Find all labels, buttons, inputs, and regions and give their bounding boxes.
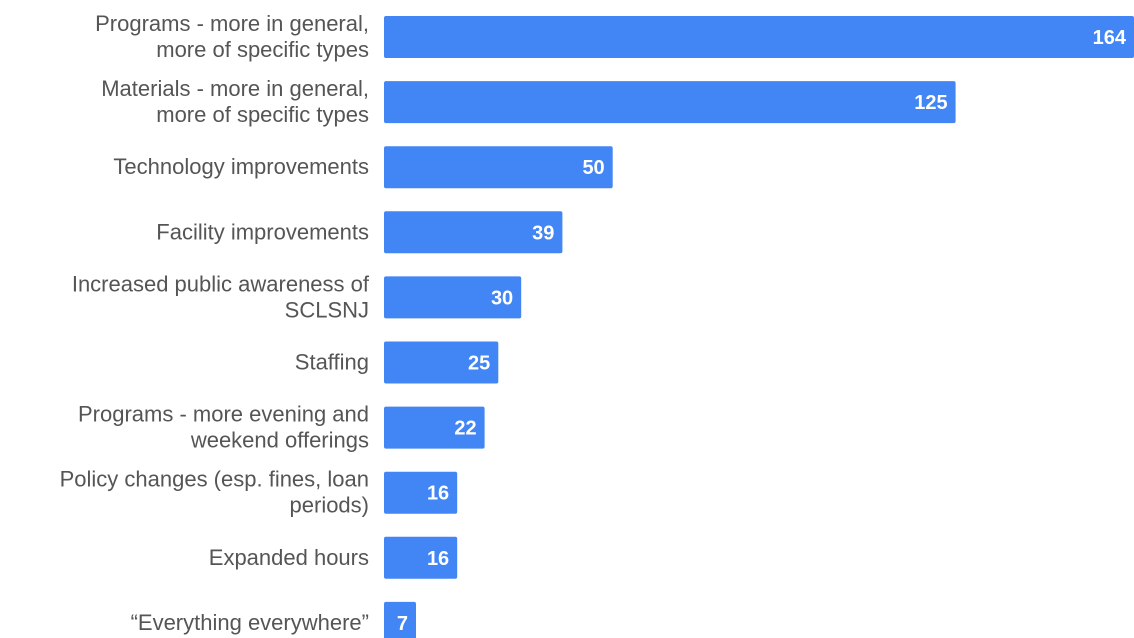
bar-value-label-9: 7	[397, 613, 408, 635]
value-labels: 164 125 50 39 30 25 22 16 16 7	[397, 27, 1127, 635]
category-label-line: Technology improvements	[113, 154, 369, 179]
category-label-9: “Everything everywhere”	[131, 610, 369, 635]
category-label-8: Expanded hours	[209, 545, 369, 570]
category-label-7: Policy changes (esp. fines, loan periods)	[60, 467, 369, 518]
category-label-6: Programs - more evening and weekend offer…	[78, 402, 369, 453]
category-label-line: “Everything everywhere”	[131, 610, 369, 635]
category-label-line: Programs - more evening and	[78, 402, 369, 427]
category-label-line: Policy changes (esp. fines, loan	[60, 467, 369, 492]
bar-6	[384, 406, 485, 449]
bar-5	[384, 341, 499, 384]
category-label-line: periods)	[290, 493, 369, 518]
bar-value-label-7: 16	[427, 483, 449, 505]
bar-value-label-1: 125	[914, 92, 947, 114]
bar-value-label-6: 22	[454, 418, 476, 440]
category-label-3: Facility improvements	[156, 219, 369, 244]
bar-2	[384, 146, 613, 189]
category-label-4: Increased public awareness of SCLSNJ	[72, 271, 370, 322]
category-labels: Programs - more in general, more of speci…	[60, 11, 370, 635]
category-label-line: SCLSNJ	[285, 297, 369, 322]
category-label-5: Staffing	[295, 350, 369, 375]
category-label-line: Expanded hours	[209, 545, 369, 570]
bar-1	[384, 81, 956, 124]
bar-9	[384, 601, 416, 638]
category-label-line: Programs - more in general,	[95, 11, 369, 36]
bar-value-label-5: 25	[468, 353, 490, 375]
bar-value-label-4: 30	[491, 287, 513, 309]
bars	[384, 16, 1134, 638]
category-label-line: more of specific types	[156, 37, 369, 62]
category-label-line: Facility improvements	[156, 219, 369, 244]
category-label-line: weekend offerings	[190, 428, 369, 453]
bar-4	[384, 276, 522, 319]
category-label-line: Materials - more in general,	[101, 76, 369, 101]
bar-3	[384, 211, 563, 254]
bar-value-label-2: 50	[582, 157, 604, 179]
category-label-2: Technology improvements	[113, 154, 369, 179]
category-label-line: Staffing	[295, 350, 369, 375]
bar-7	[384, 471, 458, 514]
category-label-0: Programs - more in general, more of speci…	[95, 11, 369, 62]
bar-value-label-3: 39	[532, 222, 554, 244]
bar-0	[384, 16, 1134, 58]
bar-8	[384, 536, 458, 579]
bar-value-label-8: 16	[427, 548, 449, 570]
category-label-1: Materials - more in general, more of spec…	[101, 76, 369, 127]
category-label-line: more of specific types	[156, 102, 369, 127]
bar-value-label-0: 164	[1093, 27, 1127, 49]
category-label-line: Increased public awareness of	[72, 271, 370, 296]
